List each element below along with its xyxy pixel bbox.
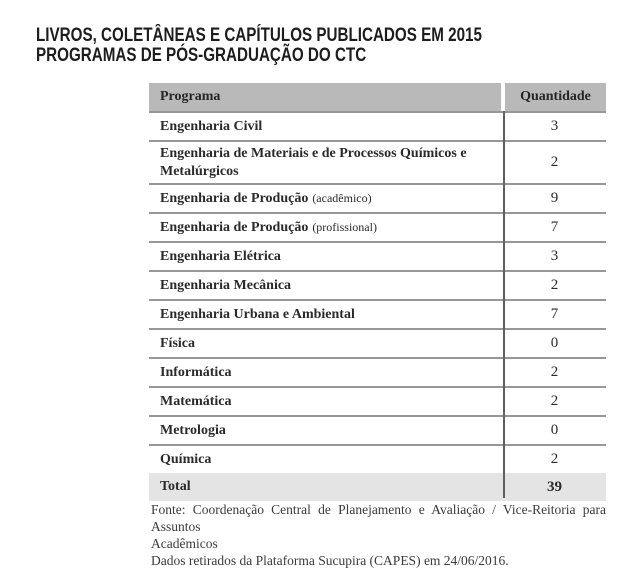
program-name-cell: Informática [149, 361, 503, 385]
total-label: Total [160, 479, 191, 495]
program-note: (profissional) [312, 219, 377, 234]
program-name-cell: Engenharia Elétrica [149, 245, 503, 269]
quantity-cell: 2 [550, 364, 559, 380]
program-name: Metrologia [160, 422, 226, 438]
program-name: Química [160, 451, 212, 467]
quantity-cell: 0 [550, 335, 559, 351]
quantity-cell: 0 [550, 422, 559, 438]
program-name-cell: Engenharia de Produção (acadêmico) [149, 187, 503, 211]
total-quantity: 39 [547, 478, 562, 495]
source-line2: Acadêmicos [151, 536, 218, 551]
column-header-programa: Programa [149, 83, 501, 111]
program-name: Informática [160, 364, 232, 380]
quantity-cell: 7 [550, 306, 559, 322]
program-name-cell: Engenharia Mecânica [149, 274, 503, 298]
quantity-cell: 3 [550, 118, 559, 134]
publications-table: Programa Quantidade Engenharia Civil 3 E… [149, 83, 606, 501]
program-name-cell: Química [149, 448, 503, 472]
quantity-cell: 2 [550, 393, 559, 409]
program-name: Engenharia de Materiais e de Processos Q… [160, 146, 467, 179]
source-footnote: Fonte: Coordenação Central de Planejamen… [151, 501, 606, 569]
program-name: Engenharia de Produção [160, 219, 309, 235]
table-row: Engenharia Elétrica 3 [149, 241, 606, 270]
program-name-cell: Engenharia Civil [149, 115, 503, 139]
table-row: Engenharia de Materiais e de Processos Q… [149, 140, 606, 183]
program-name: Física [160, 335, 195, 351]
program-name: Engenharia Mecânica [160, 277, 292, 293]
program-name-cell: Engenharia Urbana e Ambiental [149, 303, 503, 327]
program-name: Engenharia Civil [160, 118, 263, 134]
table-row: Física 0 [149, 328, 606, 357]
quantity-cell: 2 [550, 154, 559, 170]
table-row: Engenharia Civil 3 [149, 111, 606, 140]
program-name: Engenharia Urbana e Ambiental [160, 306, 355, 322]
table-row: Engenharia de Produção (acadêmico) 9 [149, 183, 606, 212]
quantity-cell: 7 [550, 219, 559, 235]
table-total-row: Total 39 [149, 473, 606, 501]
table-row: Metrologia 0 [149, 415, 606, 444]
table-row: Matemática 2 [149, 386, 606, 415]
quantity-cell: 3 [550, 248, 559, 264]
page-title-line1: LIVROS, COLETÂNEAS E CAPÍTULOS PUBLICADO… [36, 25, 482, 46]
table-header-row: Programa Quantidade [149, 83, 606, 111]
source-line1: Fonte: Coordenação Central de Planejamen… [151, 502, 606, 534]
quantity-cell: 2 [550, 277, 559, 293]
program-name-cell: Metrologia [149, 419, 503, 443]
program-name: Engenharia Elétrica [160, 248, 281, 264]
page-title: LIVROS, COLETÂNEAS E CAPÍTULOS PUBLICADO… [36, 26, 482, 66]
table-row: Informática 2 [149, 357, 606, 386]
table-row: Engenharia de Produção (profissional) 7 [149, 212, 606, 241]
table-row: Química 2 [149, 444, 606, 473]
table-row: Engenharia Mecânica 2 [149, 270, 606, 299]
quantity-cell: 9 [550, 190, 559, 206]
table-row: Engenharia Urbana e Ambiental 7 [149, 299, 606, 328]
program-name: Engenharia de Produção [160, 190, 309, 206]
program-name-cell: Engenharia de Produção (profissional) [149, 216, 503, 240]
column-divider-line [503, 111, 505, 498]
column-header-quantidade: Quantidade [505, 83, 606, 111]
page-title-line2: PROGRAMAS DE PÓS-GRADUAÇÃO DO CTC [36, 45, 367, 66]
program-note: (acadêmico) [312, 190, 372, 205]
program-name-cell: Engenharia de Materiais e de Processos Q… [149, 142, 503, 183]
quantity-cell: 2 [550, 451, 559, 467]
program-name: Matemática [160, 393, 232, 409]
program-name-cell: Matemática [149, 390, 503, 414]
program-name-cell: Física [149, 332, 503, 356]
source-line3: Dados retirados da Plataforma Sucupira (… [151, 553, 509, 568]
